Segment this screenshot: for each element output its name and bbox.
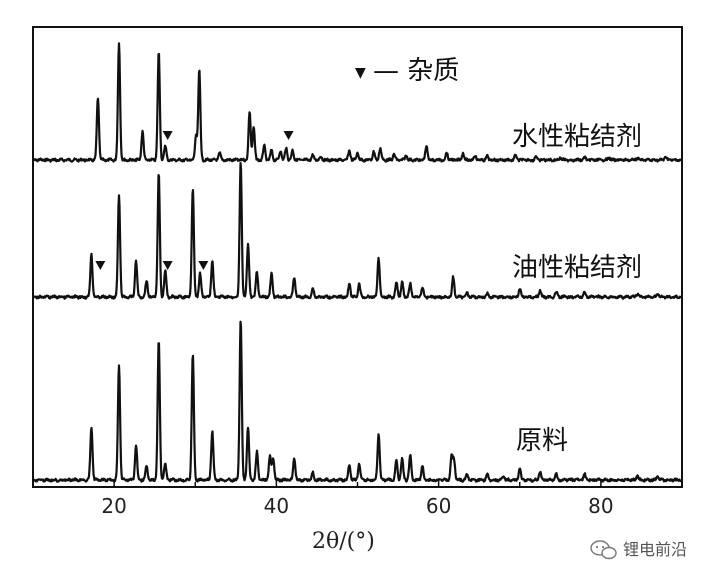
- legend-marker: ▼: [355, 65, 366, 81]
- x-axis-label: 2θ/(°): [312, 529, 375, 554]
- series-line-2: [32, 320, 682, 483]
- wechat-icon: [590, 540, 617, 560]
- series-label-water-binder: 水性粘结剂: [512, 122, 642, 152]
- impurity-marker-1-1: [162, 261, 173, 270]
- impurity-marker-1-0: [95, 261, 106, 270]
- watermark-text: 锂电前沿: [623, 540, 687, 559]
- series-line-0: [33, 42, 682, 163]
- series-layer: [32, 42, 682, 483]
- series-line-1: [33, 162, 682, 300]
- x-axis-ticks: 20 40 60 80: [32, 479, 683, 518]
- legend-text: — 杂质: [373, 56, 459, 86]
- x-tick-label-20: 20: [101, 494, 126, 518]
- x-tick-label-80: 80: [588, 494, 613, 518]
- series-label-raw-material: 原料: [516, 426, 568, 456]
- watermark: 锂电前沿: [590, 540, 687, 560]
- impurity-marker-0-1: [283, 131, 294, 140]
- impurity-markers: [95, 131, 294, 270]
- series-label-oil-binder: 油性粘结剂: [512, 253, 642, 283]
- x-tick-label-40: 40: [264, 494, 289, 518]
- legend: ▼ — 杂质: [355, 56, 459, 86]
- impurity-marker-0-0: [162, 131, 173, 140]
- impurity-marker-1-2: [198, 261, 209, 270]
- x-tick-label-60: 60: [426, 494, 451, 518]
